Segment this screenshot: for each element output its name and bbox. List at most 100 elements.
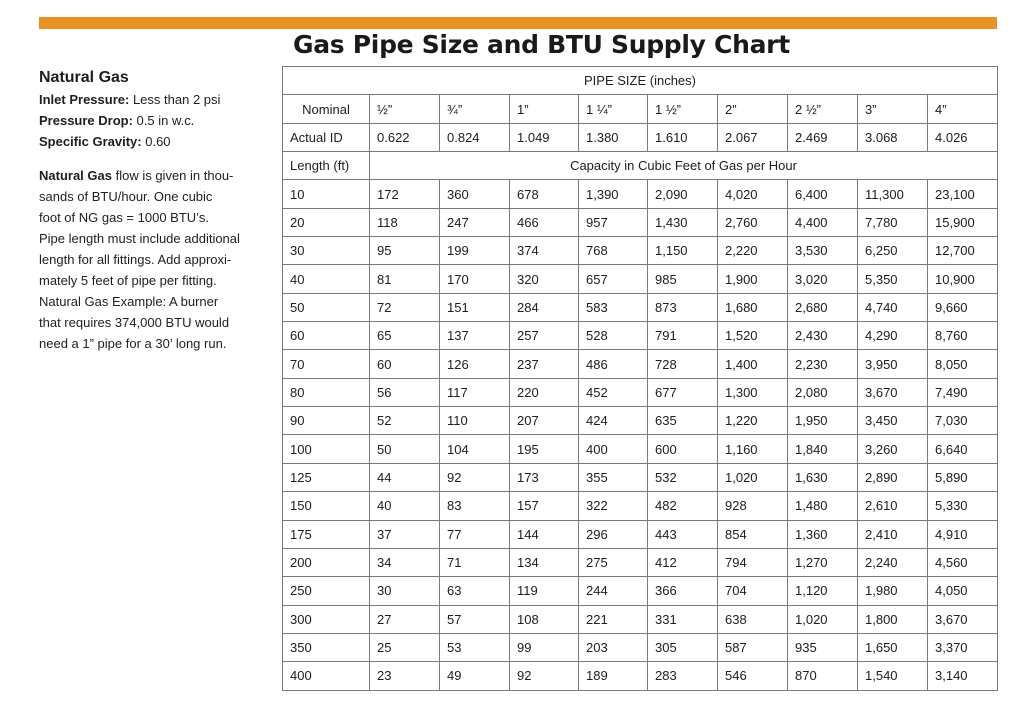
capacity-cell: 247 xyxy=(439,207,510,238)
length-label: Length (ft) xyxy=(282,151,370,181)
nominal-size: 2 ½” xyxy=(787,94,858,124)
capacity-header: Capacity in Cubic Feet of Gas per Hour xyxy=(368,151,999,181)
capacity-cell: 1,540 xyxy=(857,661,928,691)
capacity-cell: 92 xyxy=(439,462,510,493)
capacity-cell: 1,270 xyxy=(787,547,858,578)
spec-label: Inlet Pressure: xyxy=(39,92,130,107)
table-row: 175 37 77 144 296 443 854 1,360 2,410 4,910 xyxy=(282,519,999,549)
nominal-size: 4” xyxy=(926,94,999,124)
capacity-cell: 283 xyxy=(647,661,718,691)
actual-id-value: 4.026 xyxy=(926,122,999,153)
capacity-cell: 1,430 xyxy=(647,207,718,238)
capacity-cell: 870 xyxy=(787,661,858,691)
capacity-cell: 34 xyxy=(369,547,440,578)
capacity-cell: 355 xyxy=(578,462,648,493)
capacity-cell: 4,020 xyxy=(717,179,788,209)
table-row: 300 27 57 108 221 331 638 1,020 1,800 3,670 xyxy=(282,604,999,634)
capacity-cell: 1,630 xyxy=(787,462,858,493)
capacity-cell: 3,670 xyxy=(926,604,999,634)
table-row: 10 172 360 678 1,390 2,090 4,020 6,400 11,300 23,… xyxy=(282,179,999,209)
capacity-cell: 3,450 xyxy=(857,406,928,436)
capacity-cell: 23 xyxy=(369,661,440,691)
length-cell: 80 xyxy=(282,377,370,408)
capacity-cell: 199 xyxy=(439,236,510,266)
capacity-cell: 482 xyxy=(647,491,718,521)
capacity-cell: 1,020 xyxy=(717,462,788,493)
table-row: 150 40 83 157 322 482 928 1,480 2,610 5,330 xyxy=(282,491,999,521)
capacity-cell: 1,950 xyxy=(787,406,858,436)
capacity-cell: 320 xyxy=(509,264,579,294)
capacity-cell: 2,220 xyxy=(717,236,788,266)
capacity-cell: 27 xyxy=(369,604,440,634)
capacity-cell: 546 xyxy=(717,661,788,691)
table-row: 80 56 117 220 452 677 1,300 2,080 3,670 7,490 xyxy=(282,377,999,408)
capacity-cell: 6,640 xyxy=(926,434,999,464)
spec-specific-gravity: Specific Gravity: 0.60 xyxy=(39,131,271,152)
capacity-cell: 244 xyxy=(578,576,648,606)
natural-gas-sidebar: Natural Gas Inlet Pressure: Less than 2 … xyxy=(39,68,271,354)
capacity-cell: 2,080 xyxy=(787,377,858,408)
nominal-label: Nominal xyxy=(282,94,370,124)
pipe-capacity-table: PIPE SIZE (inches) Nominal ½” ¾” 1” 1 ¼”… xyxy=(281,65,999,691)
spec-inlet-pressure: Inlet Pressure: Less than 2 psi xyxy=(39,89,271,110)
actual-id-value: 1.380 xyxy=(578,122,648,153)
capacity-cell: 4,400 xyxy=(787,207,858,238)
length-cell: 300 xyxy=(282,604,370,634)
sidebar-description: Natural Gas flow is given in thou- sands… xyxy=(39,165,271,354)
capacity-cell: 30 xyxy=(369,576,440,606)
capacity-cell: 3,670 xyxy=(857,377,928,408)
capacity-cell: 3,260 xyxy=(857,434,928,464)
pipe-size-header-row: PIPE SIZE (inches) xyxy=(281,65,999,96)
length-cell: 20 xyxy=(282,207,370,238)
capacity-cell: 1,160 xyxy=(717,434,788,464)
capacity-cell: 1,520 xyxy=(717,321,788,351)
table-body: PIPE SIZE (inches) Nominal ½” ¾” 1” 1 ¼”… xyxy=(281,65,999,691)
capacity-cell: 2,680 xyxy=(787,292,858,323)
length-cell: 125 xyxy=(282,462,370,493)
length-cell: 10 xyxy=(282,179,370,209)
length-cell: 90 xyxy=(282,406,370,436)
capacity-cell: 57 xyxy=(439,604,510,634)
capacity-cell: 928 xyxy=(717,491,788,521)
capacity-cell: 2,430 xyxy=(787,321,858,351)
nominal-size: 3” xyxy=(857,94,928,124)
actual-id-value: 0.622 xyxy=(369,122,440,153)
capacity-cell: 873 xyxy=(647,292,718,323)
capacity-cell: 2,410 xyxy=(857,519,928,549)
capacity-cell: 400 xyxy=(578,434,648,464)
table-row: 350 25 53 99 203 305 587 935 1,650 3,370 xyxy=(282,632,999,663)
table-row: 60 65 137 257 528 791 1,520 2,430 4,290 8,760 xyxy=(282,321,999,351)
capacity-cell: 56 xyxy=(369,377,440,408)
capacity-cell: 935 xyxy=(787,632,858,663)
capacity-cell: 3,370 xyxy=(926,632,999,663)
table-row: 250 30 63 119 244 366 704 1,120 1,980 4,050 xyxy=(282,576,999,606)
actual-id-row: Actual ID 0.622 0.824 1.049 1.380 1.610 … xyxy=(282,122,999,153)
capacity-cell: 678 xyxy=(509,179,579,209)
description-line: Pipe length must include additional xyxy=(39,231,240,246)
spec-label: Pressure Drop: xyxy=(39,113,133,128)
capacity-cell: 704 xyxy=(717,576,788,606)
length-cell: 150 xyxy=(282,491,370,521)
capacity-cell: 40 xyxy=(369,491,440,521)
capacity-cell: 92 xyxy=(509,661,579,691)
capacity-cell: 4,740 xyxy=(857,292,928,323)
nominal-size: 2” xyxy=(717,94,788,124)
spec-label: Specific Gravity: xyxy=(39,134,142,149)
capacity-cell: 4,290 xyxy=(857,321,928,351)
actual-id-value: 1.610 xyxy=(647,122,718,153)
actual-id-value: 0.824 xyxy=(439,122,510,153)
nominal-size: 1 ¼” xyxy=(578,94,648,124)
capacity-cell: 322 xyxy=(578,491,648,521)
capacity-cell: 3,140 xyxy=(926,661,999,691)
capacity-cell: 195 xyxy=(509,434,579,464)
capacity-cell: 151 xyxy=(439,292,510,323)
nominal-size: ¾” xyxy=(439,94,510,124)
capacity-cell: 23,100 xyxy=(926,179,999,209)
table-row: 30 95 199 374 768 1,150 2,220 3,530 6,250 12,700 xyxy=(282,236,999,266)
orange-top-bar xyxy=(39,17,997,29)
length-cell: 70 xyxy=(282,349,370,379)
description-line: Natural Gas flow is given in thou- xyxy=(39,168,234,183)
capacity-cell: 1,150 xyxy=(647,236,718,266)
capacity-cell: 8,760 xyxy=(926,321,999,351)
capacity-cell: 237 xyxy=(509,349,579,379)
